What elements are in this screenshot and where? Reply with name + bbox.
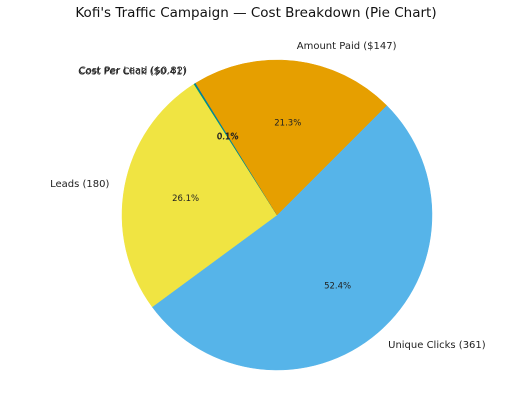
slice-percent-label: 52.4% — [324, 282, 351, 292]
pie-slice — [195, 59, 387, 216]
pie-slice — [151, 105, 433, 371]
slice-label: Amount Paid ($147) — [297, 41, 397, 52]
slice-percent-label: 0.1% — [217, 132, 239, 142]
slice-label: Cost Per Click ($0.41) — [78, 66, 186, 77]
slice-percent-label: 26.1% — [172, 194, 199, 204]
slice-percent-label: 21.3% — [274, 119, 301, 129]
chart-title: Kofi's Traffic Campaign — Cost Breakdown… — [75, 5, 436, 21]
slice-label: Leads (180) — [50, 179, 109, 190]
slice-percent-label: 0.1% — [217, 132, 239, 142]
slice-label: Unique Clicks (361) — [388, 340, 486, 351]
pie-labels: Unique Clicks (361) 52.4% Leads (180) 26.1%… — [50, 41, 486, 351]
pie-slice — [121, 83, 278, 308]
pie-slices — [121, 59, 433, 371]
slice-label: Cost Per Lead ($0.82) — [79, 66, 187, 77]
